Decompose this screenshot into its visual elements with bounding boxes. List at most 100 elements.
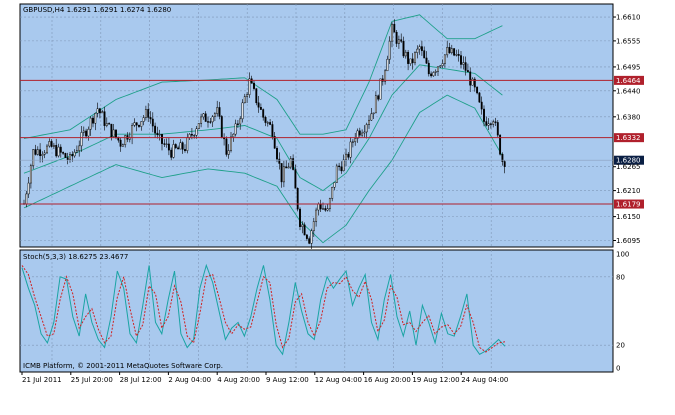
candle-body (239, 118, 242, 125)
candle-body (345, 153, 347, 161)
candle-body (121, 144, 124, 147)
candle-body (36, 149, 39, 155)
symbol-header: GBPUSD,H4 1.6291 1.6291 1.6274 1.6280 (23, 6, 171, 14)
candle-body (427, 62, 430, 75)
candle-body (167, 143, 170, 151)
candle-body (253, 82, 255, 89)
candle-body (39, 149, 42, 157)
candle-body (492, 121, 495, 125)
candle-body (457, 54, 460, 56)
candlesticks (23, 19, 506, 250)
candle-body (331, 186, 334, 199)
candle-body (386, 58, 389, 72)
stoch-signal-line (21, 265, 506, 353)
candle-body (34, 149, 37, 155)
candle-body (312, 221, 315, 232)
candle-body (69, 154, 71, 160)
price-axis: 1.66101.65551.64951.64401.63801.62651.62… (613, 14, 641, 245)
candle-body (50, 141, 53, 147)
candle-body (324, 208, 327, 211)
candle-body (384, 70, 387, 82)
candle-body (347, 153, 350, 158)
candle-body (349, 141, 352, 158)
candle-body (391, 23, 393, 42)
stoch-main-line (21, 263, 506, 356)
candle-body (282, 166, 285, 183)
stochastic-grid (20, 250, 613, 372)
candle-body (354, 138, 357, 143)
bollinger-lower (23, 94, 503, 244)
candle-body (361, 132, 364, 136)
candle-body (372, 112, 375, 115)
candle-body (301, 224, 304, 227)
candle-body (450, 48, 453, 54)
candle-body (181, 142, 184, 150)
candle-body (269, 122, 272, 125)
level-label-bg (614, 133, 644, 143)
candle-body (276, 147, 278, 160)
candle-body (430, 73, 433, 77)
candle-body (453, 48, 456, 56)
candle-body (216, 107, 219, 114)
candle-body (356, 130, 359, 139)
candle-body (319, 203, 322, 210)
time-tick-label: 4 Aug 20:00 (217, 376, 260, 384)
candle-body (200, 116, 203, 124)
candle-body (163, 143, 166, 145)
candle-body (296, 187, 299, 210)
candle-body (147, 109, 150, 118)
candle-body (322, 208, 324, 210)
candle-body (315, 209, 318, 222)
horizontal-levels[interactable]: 1.6464 1.6332 1.6179 1.6280 (20, 75, 644, 209)
candle-body (402, 41, 405, 57)
candle-body (404, 51, 407, 57)
candle-body (485, 121, 488, 126)
price-tick-label: 1.6150 (616, 213, 641, 221)
stoch-tick-label: 100 (616, 251, 629, 259)
candle-body (409, 58, 412, 64)
candle-body (59, 146, 62, 153)
candle-body (62, 152, 65, 154)
bollinger-upper (23, 14, 503, 139)
candle-body (420, 46, 423, 51)
candle-body (441, 63, 444, 66)
candle-body (478, 92, 481, 103)
candle-body (262, 109, 265, 118)
candle-body (131, 125, 134, 138)
candle-body (342, 159, 345, 172)
indicator-header: Stoch(5,3,3) 18.6275 23.4677 (23, 253, 128, 261)
candle-body (73, 151, 76, 157)
candle-body (377, 95, 380, 100)
candle-body (112, 129, 115, 137)
price-tick-label: 1.6495 (616, 63, 641, 71)
candle-body (448, 47, 451, 54)
price-tick-label: 1.6265 (616, 163, 641, 171)
candle-body (110, 123, 113, 137)
candle-body (207, 121, 209, 123)
candle-body (92, 117, 94, 124)
candle-body (32, 149, 35, 166)
candle-body (358, 130, 361, 136)
candle-body (407, 51, 410, 64)
candle-body (280, 163, 283, 183)
candle-body (487, 123, 490, 126)
candle-body (66, 157, 69, 160)
candle-body (55, 145, 58, 157)
candle-body (395, 31, 398, 44)
candle-body (115, 129, 117, 138)
candle-body (464, 62, 467, 71)
candle-body (338, 165, 341, 168)
stochastic-panel-background (19, 249, 614, 373)
candle-body (230, 136, 232, 151)
candle-body (499, 134, 502, 155)
candle-body (25, 193, 28, 204)
candle-body (29, 165, 32, 184)
candle-body (257, 102, 260, 108)
candle-body (471, 78, 474, 86)
candle-body (103, 111, 106, 126)
candle-body (218, 107, 221, 117)
candle-body (462, 62, 465, 65)
current-price-bg (614, 155, 644, 165)
candle-body (271, 124, 274, 137)
